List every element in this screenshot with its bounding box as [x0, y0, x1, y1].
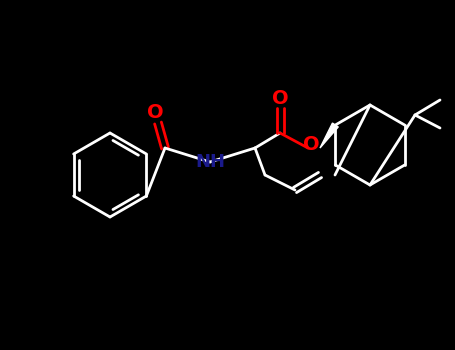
Text: NH: NH [195, 153, 225, 171]
Polygon shape [320, 123, 338, 148]
Text: O: O [272, 89, 288, 107]
Text: O: O [303, 134, 319, 154]
Text: O: O [147, 104, 163, 122]
